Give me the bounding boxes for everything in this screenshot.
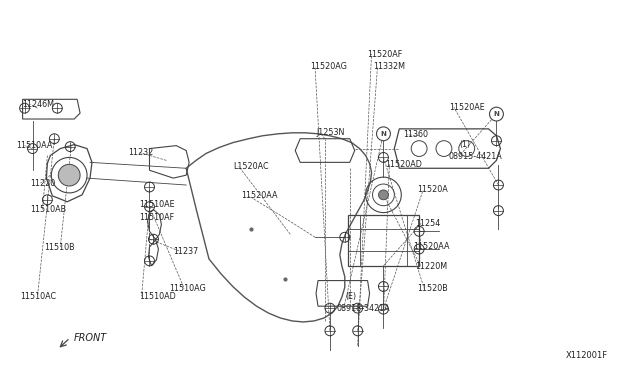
Text: 11520AA: 11520AA <box>413 241 450 251</box>
Text: 11510AD: 11510AD <box>140 292 177 301</box>
Text: 11360: 11360 <box>403 130 428 139</box>
Text: (E): (E) <box>346 292 357 301</box>
Text: 11237: 11237 <box>173 247 198 256</box>
Text: 11510AG: 11510AG <box>170 284 206 293</box>
Text: 11220: 11220 <box>31 179 56 187</box>
Text: J1253N: J1253N <box>316 128 344 137</box>
Text: 11520AF: 11520AF <box>367 49 403 58</box>
Text: 11510AB: 11510AB <box>31 205 67 214</box>
Circle shape <box>378 190 388 200</box>
Text: 11510AC: 11510AC <box>20 292 57 301</box>
Text: X112001F: X112001F <box>565 351 607 360</box>
Text: 08915-4421A: 08915-4421A <box>449 152 502 161</box>
Text: 11520AE: 11520AE <box>449 103 484 112</box>
Text: 11332M: 11332M <box>374 62 406 71</box>
Text: 11520AA: 11520AA <box>241 191 277 201</box>
Text: 11510AA: 11510AA <box>17 141 53 150</box>
Text: 11220M: 11220M <box>415 262 447 271</box>
Text: 11510B: 11510B <box>44 243 75 251</box>
Text: L1520AC: L1520AC <box>233 162 268 171</box>
Text: FRONT: FRONT <box>74 333 108 343</box>
Text: 11246M: 11246M <box>22 100 54 109</box>
Text: 11520AG: 11520AG <box>310 62 347 71</box>
Text: 11510AE: 11510AE <box>140 200 175 209</box>
Text: (1): (1) <box>460 140 471 149</box>
Text: 11520B: 11520B <box>417 284 448 293</box>
Text: 11254: 11254 <box>415 219 440 228</box>
Text: 11510AF: 11510AF <box>140 213 175 222</box>
Text: 11520AD: 11520AD <box>385 160 422 169</box>
Text: 11520A: 11520A <box>417 185 448 195</box>
Text: 11232: 11232 <box>128 148 153 157</box>
Circle shape <box>58 164 80 186</box>
Circle shape <box>376 127 390 141</box>
Text: N: N <box>381 131 387 137</box>
Text: N: N <box>493 111 499 117</box>
Circle shape <box>490 107 504 121</box>
Text: 08918-3421A: 08918-3421A <box>337 304 390 312</box>
